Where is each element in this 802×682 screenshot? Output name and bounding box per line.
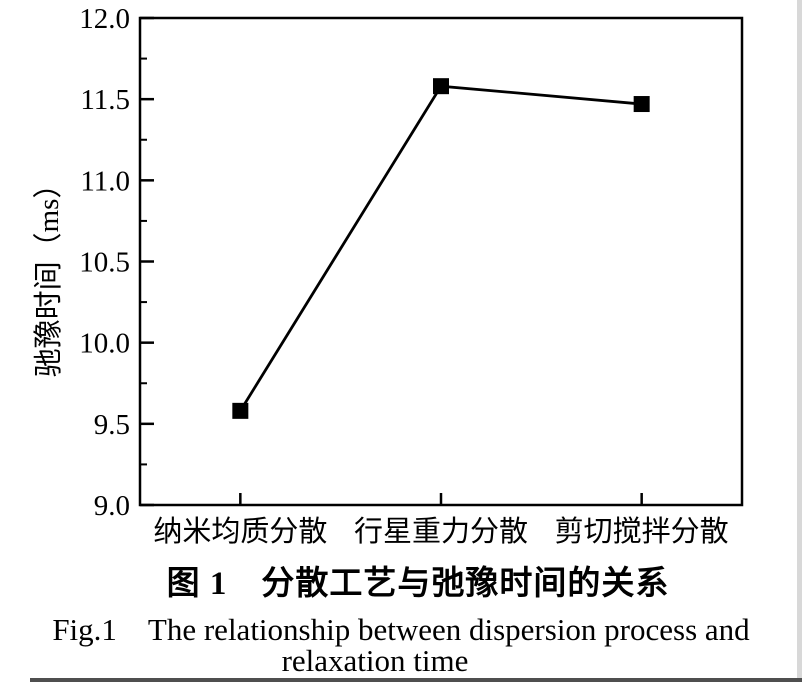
- y-axis-tick-label: 9.5: [94, 409, 130, 441]
- x-axis-tick-label: 纳米均质分散: [153, 515, 327, 548]
- y-axis-tick-label: 10.5: [79, 247, 130, 279]
- data-point-marker: [433, 78, 449, 95]
- page-column-divider: [797, 0, 802, 682]
- y-axis-tick-label: 12.0: [79, 3, 130, 35]
- figure-caption-en-line1: Fig.1 The relationship between dispersio…: [52, 612, 750, 647]
- y-axis-title: 驰豫时间（ms）: [32, 170, 65, 378]
- y-axis-tick-label: 11.0: [80, 165, 130, 197]
- bottom-rule: [30, 678, 802, 682]
- y-axis-tick-label: 11.5: [80, 84, 130, 116]
- data-point-marker: [633, 96, 650, 113]
- x-axis-tick-label: 剪切搅拌分散: [555, 515, 729, 548]
- y-axis-tick-label: 10.0: [79, 328, 130, 360]
- data-point-marker: [232, 402, 249, 419]
- y-axis-tick-label: 9.0: [94, 490, 130, 522]
- data-line: [239, 84, 642, 412]
- figure-caption-zh: 图 1 分散工艺与弛豫时间的关系: [166, 566, 670, 602]
- line-chart: 9.0 9.5 10.0 10.5 11.0 11.5 12.0 纳米均质分散 行星重力分散 剪切…: [32, 3, 744, 548]
- figure-caption-en-line2: relaxation time: [281, 643, 469, 678]
- x-axis-tick-label: 行星重力分散: [354, 515, 528, 548]
